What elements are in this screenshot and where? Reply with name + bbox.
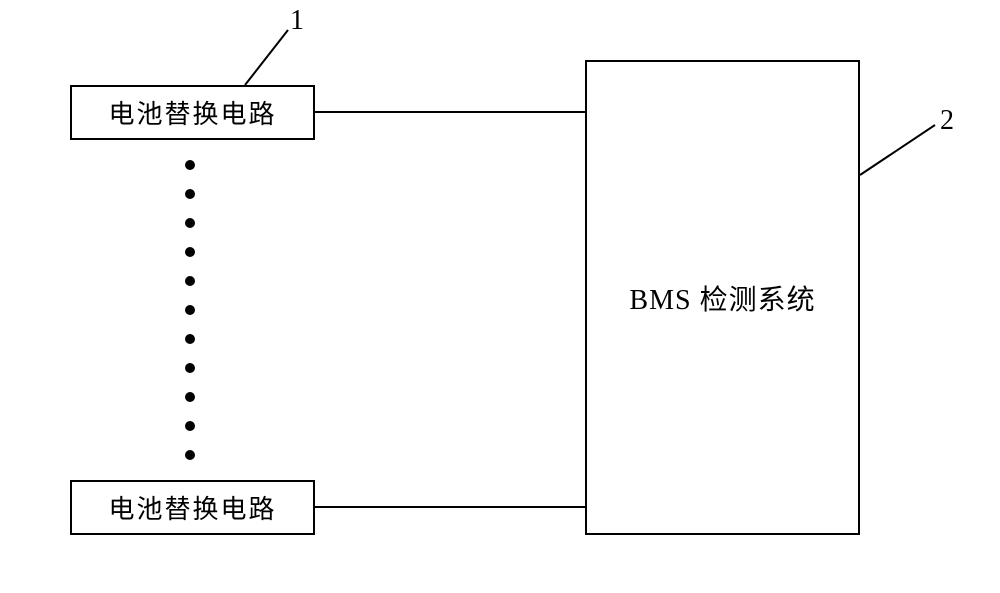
dot-icon: [185, 189, 195, 199]
dot-icon: [185, 218, 195, 228]
dot-icon: [185, 363, 195, 373]
annotation-label-1: 1: [290, 5, 304, 37]
box-bms-label: BMS 检测系统: [629, 278, 815, 318]
box-battery-bottom-label: 电池替换电路: [108, 489, 276, 526]
dot-icon: [185, 421, 195, 431]
box-bms-system: BMS 检测系统: [585, 60, 860, 535]
dot-icon: [185, 305, 195, 315]
box-battery-top-label: 电池替换电路: [108, 94, 276, 131]
box-battery-top: 电池替换电路: [70, 85, 315, 140]
connector-bottom: [315, 506, 585, 508]
dot-icon: [185, 276, 195, 286]
dot-icon: [185, 160, 195, 170]
dot-icon: [185, 247, 195, 257]
connector-top: [315, 111, 585, 113]
dot-icon: [185, 392, 195, 402]
ellipsis-dots: [185, 160, 195, 460]
box-battery-bottom: 电池替换电路: [70, 480, 315, 535]
dot-icon: [185, 450, 195, 460]
annotation-label-2: 2: [940, 105, 954, 137]
dot-icon: [185, 334, 195, 344]
